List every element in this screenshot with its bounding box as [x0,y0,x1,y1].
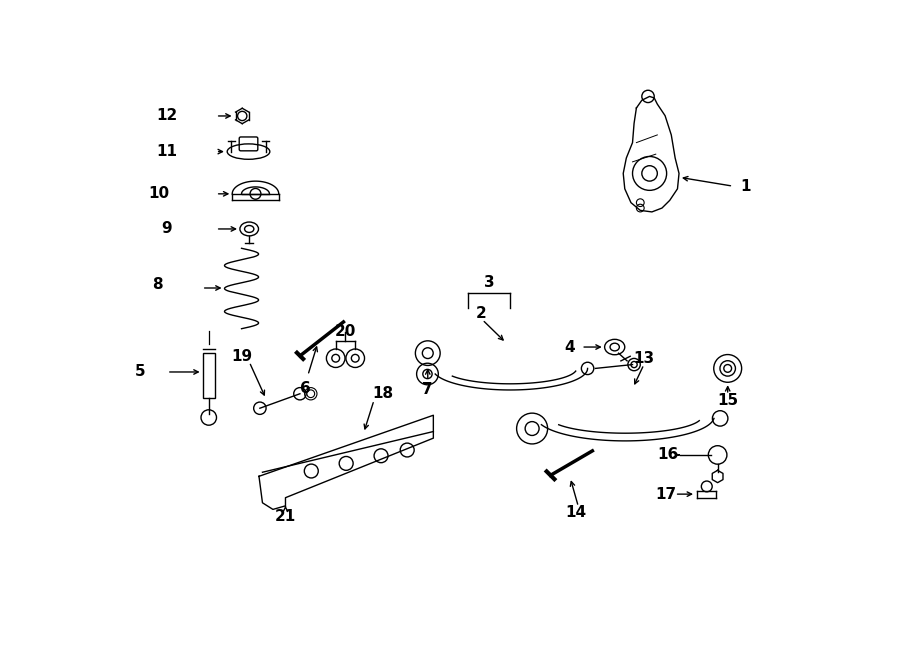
Text: 3: 3 [484,276,494,290]
Text: 7: 7 [422,382,433,397]
Text: 11: 11 [157,144,177,159]
Text: 12: 12 [157,108,177,124]
Text: 9: 9 [162,221,172,237]
Text: 10: 10 [148,186,169,202]
Text: 13: 13 [634,351,654,366]
Text: 19: 19 [231,349,253,364]
Text: 16: 16 [657,447,679,463]
Text: 6: 6 [300,381,310,396]
Text: 2: 2 [475,306,486,321]
Text: 4: 4 [564,340,575,354]
Text: 18: 18 [373,387,393,401]
Text: 21: 21 [274,508,296,524]
Text: 20: 20 [335,324,356,338]
Text: 5: 5 [135,364,146,379]
Text: 1: 1 [741,178,751,194]
Text: 8: 8 [152,278,163,292]
Text: 15: 15 [717,393,738,408]
Bar [202,353,215,398]
Text: 17: 17 [655,486,676,502]
Text: 14: 14 [566,506,587,520]
